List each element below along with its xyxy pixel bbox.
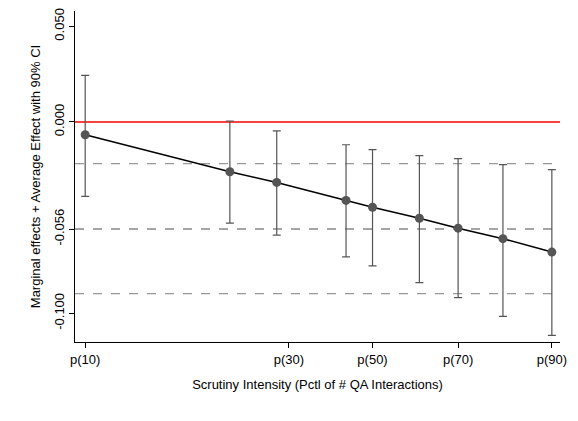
svg-text:0.050: 0.050	[52, 8, 67, 41]
svg-text:p(10): p(10)	[70, 352, 100, 367]
svg-text:Scrutiny Intensity (Pctl of #: Scrutiny Intensity (Pctl of # QA Interac…	[192, 377, 443, 392]
svg-text:p(30): p(30)	[274, 352, 304, 367]
svg-text:0.000: 0.000	[52, 104, 67, 137]
svg-text:Marginal effects + Average Eff: Marginal effects + Average Effect with 9…	[28, 45, 43, 308]
svg-text:-0.056: -0.056	[52, 209, 67, 246]
svg-text:-0.100: -0.100	[52, 293, 67, 330]
svg-text:p(70): p(70)	[443, 352, 473, 367]
svg-text:p(90): p(90)	[537, 352, 567, 367]
svg-text:p(50): p(50)	[357, 352, 387, 367]
